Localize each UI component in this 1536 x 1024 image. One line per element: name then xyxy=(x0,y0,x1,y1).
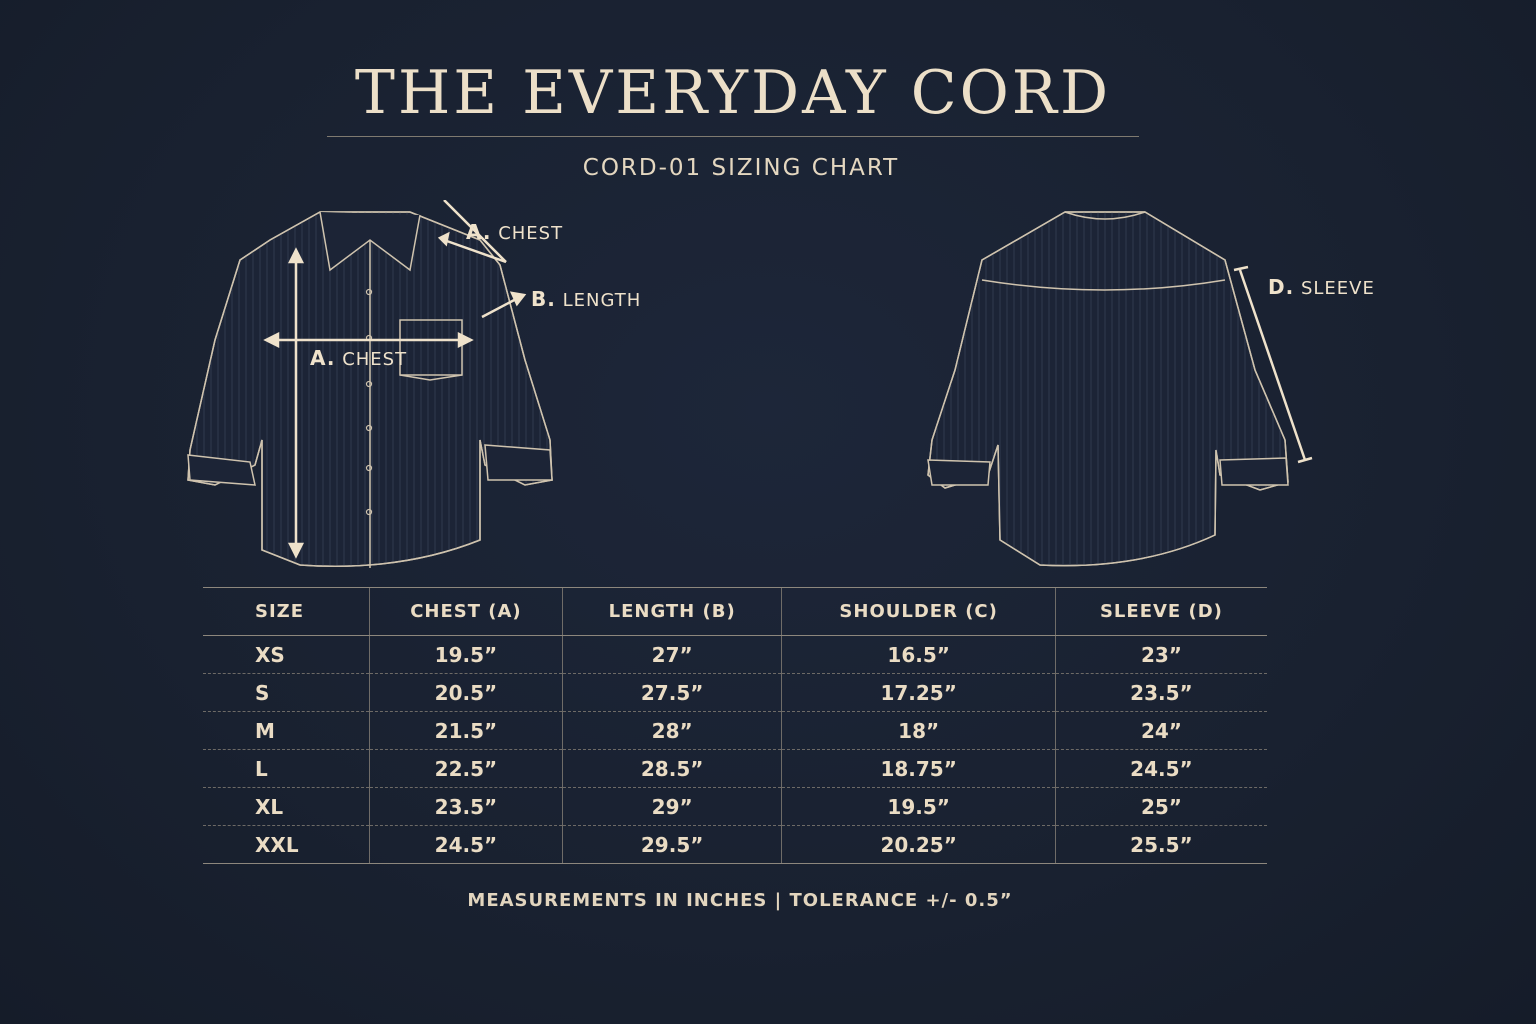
label-chest: A. CHEST xyxy=(310,346,408,370)
header-length: LENGTH (B) xyxy=(561,587,782,636)
header-shoulder: SHOULDER (C) xyxy=(781,587,1056,636)
table-row: L 22.5” 28.5” 18.75” 24.5” xyxy=(203,749,1267,788)
cell-size: XL xyxy=(203,787,370,826)
cell-size: S xyxy=(203,673,370,712)
footer-note: MEASUREMENTS IN INCHES | TOLERANCE +/- 0… xyxy=(467,890,1013,911)
header-sleeve: SLEEVE (D) xyxy=(1054,587,1267,636)
cell-sleeve: 25” xyxy=(1054,787,1267,826)
label-shoulder-chest: A. CHEST xyxy=(466,220,564,244)
label-sleeve: D. SLEEVE xyxy=(1268,275,1375,299)
cell-sleeve: 24.5” xyxy=(1054,749,1267,788)
cell-length: 28” xyxy=(561,711,782,750)
header-size: SIZE xyxy=(203,587,370,636)
front-shirt-illustration xyxy=(187,200,553,568)
cell-sleeve: 25.5” xyxy=(1054,825,1267,864)
back-shirt-illustration xyxy=(927,211,1313,567)
cell-size: XXL xyxy=(203,825,370,864)
cell-length: 28.5” xyxy=(561,749,782,788)
table-row: S 20.5” 27.5” 17.25” 23.5” xyxy=(203,673,1267,712)
cell-shoulder: 17.25” xyxy=(781,673,1056,712)
page-subtitle: CORD-01 SIZING CHART xyxy=(582,155,900,181)
page-title: THE EVERYDAY CORD xyxy=(354,58,1112,128)
cell-sleeve: 23.5” xyxy=(1054,673,1267,712)
table-row: XS 19.5” 27” 16.5” 23” xyxy=(203,635,1267,674)
cell-shoulder: 20.25” xyxy=(781,825,1056,864)
cell-sleeve: 24” xyxy=(1054,711,1267,750)
cell-size: M xyxy=(203,711,370,750)
table-row: XL 23.5” 29” 19.5” 25” xyxy=(203,787,1267,826)
cell-shoulder: 18.75” xyxy=(781,749,1056,788)
table-row: M 21.5” 28” 18” 24” xyxy=(203,711,1267,750)
cell-chest: 19.5” xyxy=(369,635,563,674)
cell-size: XS xyxy=(203,635,370,674)
title-divider xyxy=(327,136,1139,137)
measurement-arrows xyxy=(263,200,527,559)
cell-length: 29” xyxy=(561,787,782,826)
cell-shoulder: 16.5” xyxy=(781,635,1056,674)
cell-shoulder: 18” xyxy=(781,711,1056,750)
cell-shoulder: 19.5” xyxy=(781,787,1056,826)
cell-length: 29.5” xyxy=(561,825,782,864)
cell-chest: 21.5” xyxy=(369,711,563,750)
cell-chest: 20.5” xyxy=(369,673,563,712)
cell-chest: 22.5” xyxy=(369,749,563,788)
table-header-row: SIZE CHEST (A) LENGTH (B) SHOULDER (C) S… xyxy=(203,587,1267,636)
cell-chest: 24.5” xyxy=(369,825,563,864)
label-length: B. LENGTH xyxy=(531,287,642,311)
table-row: XXL 24.5” 29.5” 20.25” 25.5” xyxy=(203,825,1267,864)
sleeve-arrow xyxy=(1233,265,1313,464)
cell-length: 27.5” xyxy=(561,673,782,712)
cell-length: 27” xyxy=(561,635,782,674)
sizing-table: SIZE CHEST (A) LENGTH (B) SHOULDER (C) S… xyxy=(203,587,1267,864)
cell-size: L xyxy=(203,749,370,788)
header-chest: CHEST (A) xyxy=(369,587,563,636)
cell-sleeve: 23” xyxy=(1054,635,1267,674)
cell-chest: 23.5” xyxy=(369,787,563,826)
